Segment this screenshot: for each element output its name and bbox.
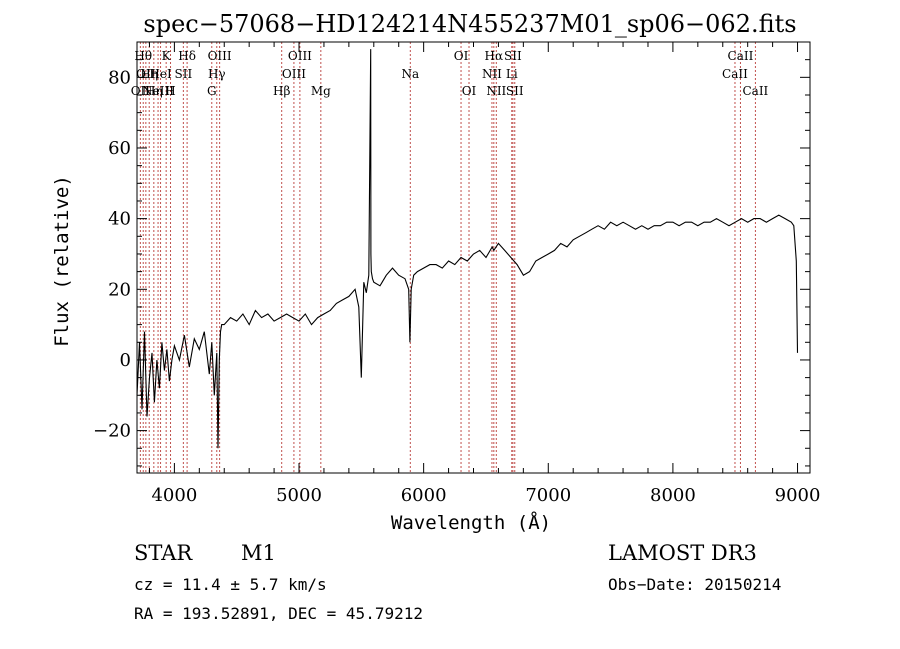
spectral-line-label: NII bbox=[482, 67, 502, 81]
x-tick-label: 6000 bbox=[401, 485, 447, 506]
x-tick-label: 8000 bbox=[650, 485, 696, 506]
x-axis-label: Wavelength (Å) bbox=[391, 511, 551, 534]
spectrum-line bbox=[136, 49, 799, 449]
spectral-line-label: Na bbox=[401, 67, 419, 81]
y-axis-ticks: −20 0 20 40 60 80 bbox=[93, 41, 810, 467]
spectral-line-label: SII bbox=[504, 49, 522, 63]
spectral-line-label: Li bbox=[506, 67, 518, 81]
spectral-line-label: Hδ bbox=[178, 49, 196, 63]
spectral-line-markers bbox=[139, 42, 756, 473]
spectral-line-label: K bbox=[162, 49, 172, 63]
object-subclass: M1 bbox=[241, 541, 276, 565]
spectral-line-label: H bbox=[165, 84, 175, 98]
x-tick-label: 9000 bbox=[775, 485, 821, 506]
spectral-line-label: CaII bbox=[722, 67, 748, 81]
spectral-line-label: NeIII bbox=[142, 84, 174, 98]
spectral-line-label: SII bbox=[175, 67, 193, 81]
chart-title: spec−57068−HD124214N455237M01_sp06−062.f… bbox=[143, 10, 796, 38]
y-axis-label: Flux (relative) bbox=[51, 175, 73, 347]
spectral-line-label: Hγ bbox=[208, 67, 226, 81]
spectral-line-label: NII bbox=[486, 84, 506, 98]
y-tick-label: 60 bbox=[108, 138, 131, 159]
redshift-cz: cz = 11.4 ± 5.7 km/s bbox=[134, 575, 327, 594]
y-tick-label: 0 bbox=[120, 350, 131, 371]
y-tick-label: 80 bbox=[108, 67, 131, 88]
spectral-line-label: CaII bbox=[728, 49, 754, 63]
survey-name: LAMOST DR3 bbox=[608, 541, 757, 565]
spectral-line-label: Hα bbox=[485, 49, 504, 63]
x-tick-label: 7000 bbox=[525, 485, 571, 506]
spectral-line-label: Mg bbox=[311, 84, 331, 98]
spectral-line-label: SII bbox=[506, 84, 524, 98]
spectral-line-label: OIII bbox=[288, 49, 312, 63]
spectral-line-label: OIII bbox=[208, 49, 232, 63]
spectral-line-label: Hη bbox=[145, 84, 163, 98]
spectral-line-label: Hβ bbox=[273, 84, 290, 98]
spectral-line-label: OIII bbox=[282, 67, 306, 81]
plot-frame bbox=[136, 41, 811, 474]
object-class: STAR bbox=[134, 541, 193, 565]
spectral-line-label: OII bbox=[131, 84, 151, 98]
observation-date: Obs−Date: 20150214 bbox=[608, 575, 781, 594]
y-tick-label: −20 bbox=[93, 421, 131, 442]
y-tick-label: 20 bbox=[108, 279, 131, 300]
x-tick-label: 4000 bbox=[151, 485, 197, 506]
spectral-line-labels: OIIHθOIIHηHηNeIIIHeIKHSIIHδGHγOIIIHβOIII… bbox=[131, 49, 769, 98]
y-tick-label: 40 bbox=[108, 209, 131, 230]
spectral-line-label: HeI bbox=[149, 67, 172, 81]
ra-dec: RA = 193.52891, DEC = 45.79212 bbox=[134, 604, 423, 623]
spectral-line-label: OI bbox=[454, 49, 469, 63]
x-tick-label: 5000 bbox=[276, 485, 322, 506]
spectral-line-label: OI bbox=[462, 84, 477, 98]
spectral-line-label: G bbox=[207, 84, 217, 98]
x-axis-ticks: 4000 5000 6000 7000 8000 9000 bbox=[148, 42, 821, 506]
spectral-line-label: CaII bbox=[742, 84, 768, 98]
